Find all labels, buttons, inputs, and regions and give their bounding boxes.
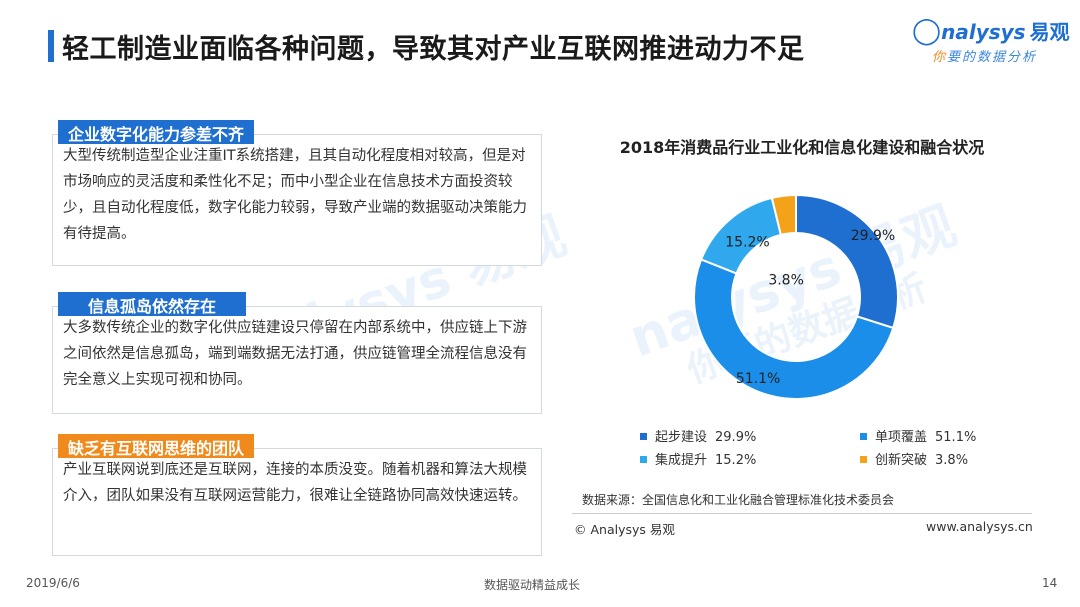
- section-information-silos: 信息孤岛依然存在 大多数传统企业的数字化供应链建设只停留在内部系统中，供应链上下…: [52, 292, 542, 416]
- section-body: 大型传统制造型企业注重IT系统搭建，且其自动化程度相对较高，但是对市场响应的灵活…: [52, 134, 542, 266]
- logo-wordmark: ◯nalysys 易观: [912, 16, 1070, 46]
- legend-value: 3.8%: [935, 453, 969, 468]
- legend-value: 15.2%: [715, 453, 757, 468]
- legend-value: 51.1%: [935, 430, 977, 445]
- section-heading: 信息孤岛依然存在: [58, 292, 247, 316]
- section-body: 大多数传统企业的数字化供应链建设只停留在内部系统中，供应链上下游之间依然是信息孤…: [52, 306, 542, 414]
- legend-label: 集成提升: [655, 453, 708, 468]
- page-number: 14: [1042, 576, 1058, 590]
- logo-cn: 易观: [1029, 20, 1070, 44]
- legend-swatch: [860, 456, 867, 463]
- chart-title: 2018年消费品行业工业化和信息化建设和融合状况: [619, 138, 985, 157]
- section-body: 产业互联网说到底还是互联网，连接的本质没变。随着机器和算法大规模介入，团队如果没…: [52, 448, 542, 556]
- section-internet-team: 缺乏有互联网思维的团队 产业互联网说到底还是互联网，连接的本质没变。随着机器和算…: [52, 434, 542, 556]
- page-title: 轻工制造业面临各种问题，导致其对产业互联网推进动力不足: [62, 34, 805, 65]
- legend-swatch: [640, 456, 647, 463]
- legend-label: 起步建设: [655, 430, 708, 445]
- legend-item-jicheng: 集成提升 15.2%: [640, 449, 756, 468]
- footer-date: 2019/6/6: [26, 576, 80, 590]
- legend-item-danxiang: 单项覆盖 51.1%: [860, 426, 976, 445]
- logo-text: nalysys: [941, 20, 1026, 44]
- section-digital-capability: 企业数字化能力参差不齐 大型传统制造型企业注重IT系统搭建，且其自动化程度相对较…: [52, 120, 542, 268]
- legend-label: 单项覆盖: [875, 430, 928, 445]
- legend-item-chuangxin: 创新突破 3.8%: [860, 449, 968, 468]
- title-accent-bar: [48, 30, 54, 62]
- legend-label: 创新突破: [875, 453, 928, 468]
- donut-slice-4: [770, 193, 797, 237]
- data-source: 数据来源：全国信息化和工业化融合管理标准化技术委员会: [582, 493, 895, 507]
- legend-item-qibu: 起步建设 29.9%: [640, 426, 756, 445]
- section-heading: 企业数字化能力参差不齐: [58, 120, 255, 144]
- legend-swatch: [640, 433, 647, 440]
- divider: [572, 513, 1032, 514]
- footer-slogan: 数据驱动精益成长: [484, 578, 581, 592]
- copyright: © Analysys 易观: [574, 522, 675, 537]
- analysys-logo: ◯nalysys 易观 你要的数据分析: [912, 16, 1070, 72]
- section-heading: 缺乏有互联网思维的团队: [58, 434, 255, 458]
- logo-tagline: 你要的数据分析: [932, 50, 1038, 65]
- legend-swatch: [860, 433, 867, 440]
- legend-value: 29.9%: [715, 430, 757, 445]
- website-url: www.analysys.cn: [926, 519, 1033, 534]
